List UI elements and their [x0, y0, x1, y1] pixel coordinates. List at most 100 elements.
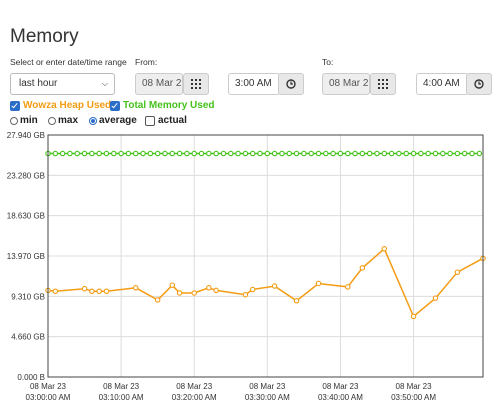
- legend-heap-toggle[interactable]: Wowza Heap Used: [10, 100, 111, 111]
- from-clock-button[interactable]: [278, 73, 304, 95]
- radio-average[interactable]: average: [89, 115, 137, 126]
- data-point: [388, 150, 395, 157]
- data-point: [374, 150, 380, 157]
- data-point: [52, 288, 59, 295]
- data-point: [418, 150, 424, 157]
- data-point: [410, 313, 417, 320]
- data-point: [96, 150, 102, 157]
- chevron-down-icon: ⌵: [101, 79, 108, 88]
- data-point: [89, 288, 95, 295]
- data-point: [323, 150, 329, 157]
- data-point: [184, 150, 190, 157]
- data-point: [140, 150, 146, 157]
- data-point: [74, 150, 80, 157]
- y-tick-label: 0.000 B: [17, 373, 45, 382]
- x-axis: 08 Mar 23 03:00:00 AM 08 Mar 23 03:10:00 AM…: [26, 382, 437, 402]
- data-point: [271, 150, 278, 157]
- x-tick-time: 03:40:00 AM: [318, 393, 363, 402]
- checkbox-unchecked-icon: [145, 115, 155, 126]
- data-point: [410, 150, 417, 157]
- data-point: [213, 287, 219, 294]
- radio-min[interactable]: min: [10, 115, 38, 126]
- to-calendar-button[interactable]: [370, 73, 396, 95]
- legend-total-label: Total Memory Used: [123, 100, 215, 111]
- radio-max[interactable]: max: [48, 115, 78, 126]
- data-point: [432, 150, 439, 157]
- x-tick-time: 03:50:00 AM: [391, 393, 436, 402]
- checkbox-checked-icon: [10, 100, 20, 111]
- data-point: [425, 150, 431, 157]
- from-calendar-button[interactable]: [183, 73, 209, 95]
- data-point: [52, 150, 59, 157]
- radio-average-label: average: [99, 115, 137, 126]
- to-date-input[interactable]: 08 Mar 2: [322, 73, 370, 95]
- data-point: [132, 150, 139, 157]
- legend-heap-label: Wowza Heap Used: [23, 100, 112, 111]
- y-tick-label: 13.970 GB: [7, 252, 45, 261]
- x-tick-date: 08 Mar 23: [396, 382, 433, 391]
- data-point: [476, 150, 483, 157]
- x-tick-date: 08 Mar 23: [30, 382, 67, 391]
- from-time-input[interactable]: 3:00 AM: [228, 73, 280, 95]
- data-point: [125, 150, 132, 157]
- data-point: [286, 150, 293, 157]
- data-point: [454, 269, 461, 275]
- data-point: [257, 150, 263, 157]
- data-point: [359, 150, 366, 157]
- x-tick-date: 08 Mar 23: [176, 382, 213, 391]
- actual-toggle[interactable]: actual: [145, 115, 187, 126]
- data-point: [132, 285, 139, 291]
- radio-max-label: max: [58, 115, 79, 126]
- y-axis: 27.940 GB 23.280 GB 18.630 GB 13.970 GB 9.31…: [7, 131, 45, 382]
- chart-series: [45, 150, 486, 320]
- checkbox-checked-icon: [110, 100, 120, 111]
- data-point: [279, 150, 285, 157]
- radio-min-label: min: [20, 115, 38, 126]
- data-point: [162, 150, 168, 157]
- calendar-grid-icon: [378, 79, 388, 89]
- data-point: [191, 150, 197, 157]
- data-point: [154, 297, 161, 303]
- y-tick-label: 27.940 GB: [7, 131, 45, 140]
- legend-total-toggle[interactable]: Total Memory Used: [110, 100, 215, 111]
- data-point: [169, 150, 176, 157]
- y-tick-label: 9.310 GB: [11, 292, 45, 301]
- actual-label: actual: [158, 115, 187, 126]
- calendar-grid-icon: [191, 79, 201, 89]
- x-tick-time: 03:10:00 AM: [99, 393, 144, 402]
- x-tick-date: 08 Mar 23: [103, 382, 140, 391]
- data-point: [111, 150, 117, 157]
- data-point: [169, 282, 176, 288]
- data-point: [147, 150, 154, 157]
- clock-icon: [286, 79, 296, 89]
- data-point: [176, 290, 183, 296]
- data-point: [264, 150, 271, 157]
- data-point: [103, 288, 110, 295]
- data-point: [242, 291, 249, 298]
- data-point: [96, 288, 102, 295]
- y-tick-label: 18.630 GB: [7, 212, 45, 221]
- data-point: [344, 284, 351, 290]
- data-point: [337, 150, 344, 157]
- data-point: [271, 283, 278, 289]
- data-point: [81, 150, 88, 157]
- data-point: [89, 150, 95, 157]
- x-tick-time: 03:20:00 AM: [172, 393, 217, 402]
- data-point: [432, 295, 439, 301]
- data-point: [242, 150, 249, 157]
- data-point: [228, 150, 234, 157]
- data-point: [315, 150, 322, 157]
- data-point: [330, 150, 336, 157]
- data-point: [366, 150, 373, 157]
- radio-selected-icon: [89, 116, 97, 125]
- data-point: [198, 150, 205, 157]
- to-clock-button[interactable]: [466, 73, 492, 95]
- to-time-input[interactable]: 4:00 AM: [416, 73, 468, 95]
- data-point: [249, 286, 256, 293]
- from-date-input[interactable]: 08 Mar 2: [135, 73, 183, 95]
- data-point: [249, 150, 256, 157]
- data-point: [235, 150, 241, 157]
- data-point: [154, 150, 161, 157]
- range-select[interactable]: last hour ⌵: [10, 73, 115, 95]
- data-point: [220, 150, 227, 157]
